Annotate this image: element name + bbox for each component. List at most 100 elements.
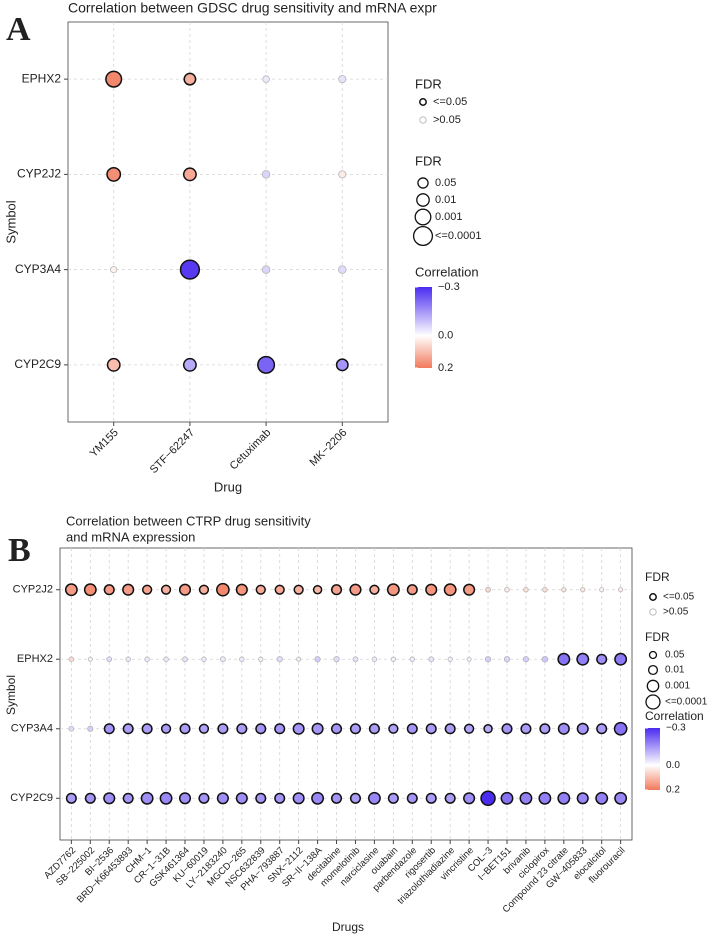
bubble — [140, 791, 154, 805]
bubble — [428, 656, 435, 663]
y-tick-label: CYP3A4 — [11, 723, 53, 735]
bubble — [501, 723, 513, 735]
bubble — [201, 656, 207, 662]
bubble — [239, 656, 245, 662]
panel: A Correlation between GDSC drug sensitivi… — [3, 0, 481, 494]
x-tick-label: MK−2206 — [307, 427, 349, 469]
x-tick-label: Cetuximab — [228, 427, 274, 473]
bubble — [296, 656, 302, 662]
bubble — [406, 723, 418, 735]
y-tick-label: CYP2C9 — [14, 357, 61, 371]
y-tick-label: CYP3A4 — [15, 262, 61, 276]
bubble — [64, 583, 78, 597]
bubble — [500, 791, 514, 805]
bubble — [276, 656, 283, 663]
colorbar — [645, 728, 660, 790]
bubble — [122, 792, 134, 804]
bubble — [386, 583, 400, 597]
bubble — [330, 584, 343, 596]
y-tick-label: CYP2J2 — [13, 584, 53, 596]
bubble — [484, 656, 492, 663]
bubble — [425, 792, 437, 804]
bubble — [255, 723, 267, 735]
bubble — [409, 656, 416, 662]
bubble — [182, 167, 197, 182]
legend-symbol — [649, 593, 657, 601]
legend-symbol — [645, 694, 661, 710]
bubble — [312, 584, 323, 595]
legend-label: <=0.0001 — [665, 697, 708, 708]
bubble — [523, 586, 529, 593]
bubble — [576, 652, 590, 666]
panel-label: A — [6, 11, 31, 48]
bubble — [557, 791, 571, 805]
bubble — [463, 792, 476, 805]
y-axis-label: Symbol — [3, 200, 18, 243]
bubble — [576, 792, 589, 805]
bubble — [110, 266, 118, 274]
bubble — [330, 723, 343, 735]
bubble — [159, 791, 173, 805]
bubble — [144, 656, 150, 662]
bubble — [503, 656, 511, 663]
legend-symbol — [414, 208, 432, 226]
bubble — [538, 791, 552, 805]
bubble — [141, 723, 153, 735]
bubble — [539, 723, 551, 735]
legend-symbol — [419, 116, 427, 124]
bubble — [330, 792, 343, 804]
bubble — [255, 584, 266, 595]
bubble — [466, 656, 472, 662]
bubble — [106, 166, 122, 182]
colorbar-tick-label: −0.3 — [666, 723, 686, 734]
bubble — [103, 584, 115, 596]
bubble — [217, 723, 229, 735]
bubble — [274, 584, 285, 595]
bubble — [519, 791, 533, 805]
y-tick-label: CYP2J2 — [17, 167, 61, 181]
bubble — [106, 357, 121, 372]
bubble — [182, 357, 197, 372]
legend-title: Correlation — [415, 264, 479, 279]
bubble — [178, 583, 192, 596]
bubble — [292, 792, 305, 805]
bubble — [198, 723, 210, 734]
colorbar-tick-label: 0.2 — [666, 785, 680, 796]
legend-title: FDR — [645, 630, 670, 644]
bubble — [580, 587, 586, 593]
bubble — [274, 792, 286, 804]
bubble — [216, 792, 229, 805]
legend-symbol — [417, 177, 429, 189]
bubble — [367, 791, 381, 805]
colorbar-tick-label: −0.3 — [438, 281, 460, 293]
bubble — [261, 170, 271, 179]
legend-symbol — [649, 608, 657, 616]
bubble — [122, 723, 134, 735]
bubble — [338, 170, 347, 179]
legend-label: 0.001 — [435, 211, 463, 223]
bubble — [480, 790, 496, 807]
plot-area — [59, 547, 633, 841]
bubble — [368, 723, 380, 735]
bubble — [68, 656, 75, 662]
bubble — [236, 723, 248, 735]
bubble — [103, 792, 116, 805]
x-axis-label: Drug — [214, 479, 242, 494]
bubble — [87, 656, 93, 662]
bubble — [444, 792, 456, 804]
bubble — [463, 723, 475, 734]
bubble — [613, 721, 628, 736]
bubble — [83, 583, 97, 597]
y-tick-label: EPHX2 — [17, 653, 53, 665]
x-axis-label: Drugs — [332, 920, 364, 934]
bubble — [183, 72, 197, 86]
bubble — [522, 656, 530, 663]
legend-symbol — [412, 225, 434, 247]
colorbar-tick-label: 0.0 — [666, 760, 680, 771]
legend-title: FDR — [415, 76, 442, 91]
bubble — [179, 723, 191, 735]
panel: B Correlation between CTRP drug sensitivi… — [4, 513, 708, 934]
bubble — [68, 725, 75, 732]
bubble — [106, 656, 113, 663]
bubble — [160, 723, 172, 734]
